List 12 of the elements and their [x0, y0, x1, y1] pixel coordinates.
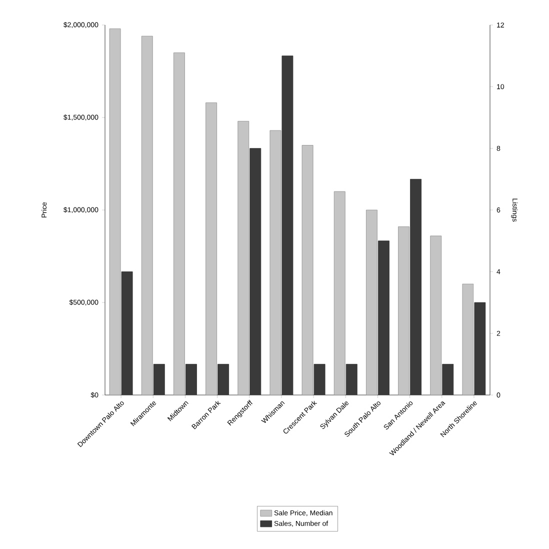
bar	[206, 102, 217, 395]
bar	[334, 191, 346, 395]
bar	[442, 364, 454, 395]
bar	[346, 364, 358, 395]
bar	[109, 28, 121, 395]
bar	[430, 236, 442, 395]
bar	[141, 36, 153, 395]
bar	[218, 364, 229, 395]
bar	[186, 364, 197, 395]
bar	[302, 145, 314, 395]
bar	[153, 364, 165, 395]
bar	[174, 52, 185, 395]
